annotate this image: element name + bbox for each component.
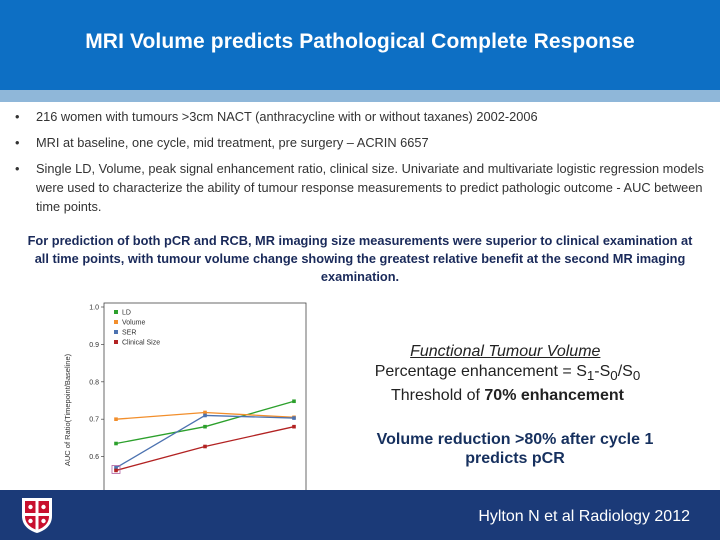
bullet-marker: • (15, 161, 20, 176)
volume-reduction-note: Volume reduction >80% after cycle 1 pred… (376, 431, 654, 467)
bullet-marker: • (15, 135, 20, 150)
percentage-enhancement-formula: Percentage enhancement = S1-S0/S0 (374, 363, 641, 384)
ftv-title: Functional Tumour Volume (410, 343, 601, 360)
bullet-item: • Single LD, Volume, peak signal enhancem… (15, 159, 705, 216)
legend-swatch (114, 340, 118, 344)
bullet-list: • 216 women with tumours >3cm NACT (anthr… (15, 107, 705, 223)
y-tick-label: 0.6 (89, 454, 99, 461)
title-stripe (0, 90, 720, 102)
key-finding: For prediction of both pCR and RCB, MR i… (27, 233, 693, 284)
series-line (115, 414, 295, 469)
data-point (292, 416, 296, 420)
legend-label: SER (122, 330, 136, 337)
y-tick-label: 1.0 (89, 305, 99, 312)
y-tick-label: 0.9 (89, 342, 99, 349)
legend-swatch (114, 310, 118, 314)
slide-title: MRI Volume predicts Pathological Complet… (85, 30, 635, 53)
series-line (115, 426, 295, 472)
legend-label: LD (122, 310, 131, 317)
footer-bar (0, 490, 720, 540)
bullet-marker: • (15, 109, 20, 124)
y-tick-label: 0.7 (89, 417, 99, 424)
ftv-block: Functional Tumour Volume Percentage enha… (330, 342, 685, 406)
data-point (292, 424, 296, 429)
data-point (203, 444, 207, 449)
legend-label: Volume (122, 320, 145, 327)
data-point (203, 413, 207, 418)
legend-swatch (114, 330, 118, 334)
bullet-item: • MRI at baseline, one cycle, mid treatme… (15, 133, 705, 152)
bullet-text: 216 women with tumours >3cm NACT (anthra… (36, 109, 538, 124)
data-point (114, 441, 118, 446)
chart-legend: LD Volume SER Clinical Size (114, 310, 160, 347)
series-line (115, 400, 295, 445)
y-axis-label: AUC of Ratio(Timepoint/Baseline) (63, 353, 72, 466)
university-crest-icon (22, 498, 52, 533)
bullet-item: • 216 women with tumours >3cm NACT (anthr… (15, 107, 705, 126)
data-point (203, 424, 207, 429)
chart-series (111, 399, 296, 474)
data-point (292, 399, 296, 404)
legend-swatch (114, 320, 118, 324)
title-bar: MRI Volume predicts Pathological Complet… (0, 0, 720, 90)
threshold-line: Threshold of 70% enhancement (391, 387, 624, 405)
data-point (203, 410, 207, 415)
legend-label: Clinical Size (122, 340, 160, 347)
data-point (114, 417, 118, 421)
bullet-text: MRI at baseline, one cycle, mid treatmen… (36, 135, 429, 150)
data-point (114, 468, 118, 473)
highlight-marker (111, 465, 121, 474)
citation: Hylton N et al Radiology 2012 (478, 508, 690, 525)
bullet-text: Single LD, Volume, peak signal enhanceme… (36, 161, 704, 214)
data-point (114, 466, 118, 470)
y-tick-label: 0.8 (89, 379, 99, 386)
